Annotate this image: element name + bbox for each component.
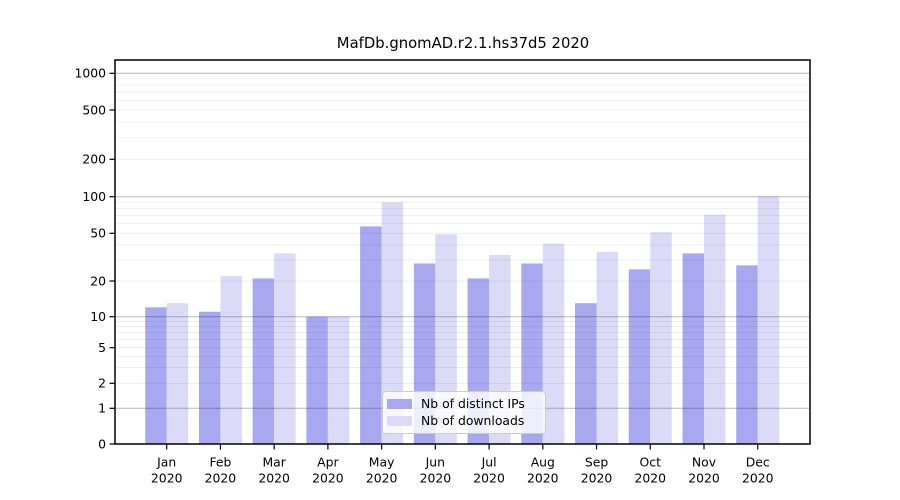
bar-nb-of-downloads-oct-2020 bbox=[650, 232, 672, 444]
legend-label-downloads: Nb of downloads bbox=[421, 412, 525, 428]
x-tick-label-year: 2020 bbox=[581, 471, 613, 486]
bar-nb-of-distinct-ips-oct-2020 bbox=[628, 269, 651, 444]
y-tick-label: 0 bbox=[98, 436, 106, 451]
y-tick-label: 2 bbox=[98, 376, 106, 391]
y-tick-label: 1000 bbox=[74, 66, 106, 81]
x-tick-label-month: Aug bbox=[531, 455, 555, 470]
x-tick-label-year: 2020 bbox=[634, 471, 666, 486]
x-tick-label-year: 2020 bbox=[258, 471, 290, 486]
x-tick-label-month: Mar bbox=[262, 455, 286, 470]
bar-nb-of-downloads-aug-2020 bbox=[542, 243, 565, 444]
plot-border bbox=[114, 59, 811, 445]
x-tick-label-month: Nov bbox=[692, 455, 716, 470]
bar-nb-of-distinct-ips-may-2020 bbox=[360, 226, 382, 444]
y-tick-label: 10 bbox=[90, 309, 106, 324]
x-tick-label-month: Apr bbox=[317, 455, 339, 470]
bar-nb-of-downloads-jan-2020 bbox=[166, 303, 189, 444]
legend: Nb of distinct IPs Nb of downloads bbox=[382, 391, 546, 434]
bar-nb-of-distinct-ips-mar-2020 bbox=[252, 278, 275, 444]
legend-swatch-downloads bbox=[387, 416, 412, 427]
chart-title: MafDb.gnomAD.r2.1.hs37d5 2020 bbox=[336, 35, 590, 52]
x-tick-label-month: Feb bbox=[209, 455, 231, 470]
bar-nb-of-distinct-ips-jan-2020 bbox=[145, 307, 167, 444]
x-tick-label-year: 2020 bbox=[205, 471, 237, 486]
y-tick-label: 5 bbox=[98, 340, 106, 355]
bar-nb-of-distinct-ips-apr-2020 bbox=[306, 316, 328, 444]
x-tick-label-year: 2020 bbox=[688, 471, 720, 486]
bar-nb-of-distinct-ips-dec-2020 bbox=[736, 265, 758, 444]
x-tick-label-year: 2020 bbox=[151, 471, 183, 486]
x-tick-label-month: Jun bbox=[425, 455, 445, 470]
x-tick-label-year: 2020 bbox=[420, 471, 452, 486]
legend-swatch-distinct-ips bbox=[387, 398, 412, 409]
x-tick-label-month: Oct bbox=[640, 455, 662, 470]
bar-nb-of-downloads-apr-2020 bbox=[327, 316, 350, 444]
y-tick-label: 100 bbox=[82, 189, 106, 204]
bar-nb-of-downloads-nov-2020 bbox=[704, 214, 726, 444]
y-tick-label: 500 bbox=[82, 102, 106, 117]
x-tick-label-year: 2020 bbox=[312, 471, 344, 486]
bar-nb-of-downloads-sep-2020 bbox=[596, 251, 619, 444]
bar-nb-of-downloads-may-2020 bbox=[381, 202, 404, 444]
x-tick-label-year: 2020 bbox=[742, 471, 774, 486]
x-tick-label-month: Dec bbox=[746, 455, 770, 470]
y-tick-label: 200 bbox=[82, 152, 106, 167]
bar-nb-of-distinct-ips-sep-2020 bbox=[575, 303, 597, 444]
bar-nb-of-distinct-ips-nov-2020 bbox=[682, 253, 704, 444]
x-tick-label-year: 2020 bbox=[366, 471, 398, 486]
legend-item-distinct-ips: Nb of distinct IPs bbox=[387, 395, 539, 411]
x-tick-label-month: Sep bbox=[585, 455, 608, 470]
y-tick-label: 50 bbox=[90, 226, 106, 241]
x-tick-label-year: 2020 bbox=[527, 471, 559, 486]
y-tick-label: 20 bbox=[90, 273, 106, 288]
x-tick-label-year: 2020 bbox=[473, 471, 505, 486]
legend-label-distinct-ips: Nb of distinct IPs bbox=[421, 395, 525, 411]
bar-nb-of-distinct-ips-feb-2020 bbox=[198, 311, 221, 444]
x-tick-label-month: Jul bbox=[481, 455, 497, 470]
legend-item-downloads: Nb of downloads bbox=[387, 412, 539, 428]
bar-nb-of-downloads-feb-2020 bbox=[220, 276, 242, 444]
x-tick-label-month: Jan bbox=[156, 455, 176, 470]
bar-nb-of-downloads-dec-2020 bbox=[757, 196, 780, 444]
x-tick-label-month: May bbox=[369, 455, 395, 470]
y-tick-label: 1 bbox=[98, 401, 106, 416]
bar-nb-of-downloads-mar-2020 bbox=[274, 253, 296, 444]
